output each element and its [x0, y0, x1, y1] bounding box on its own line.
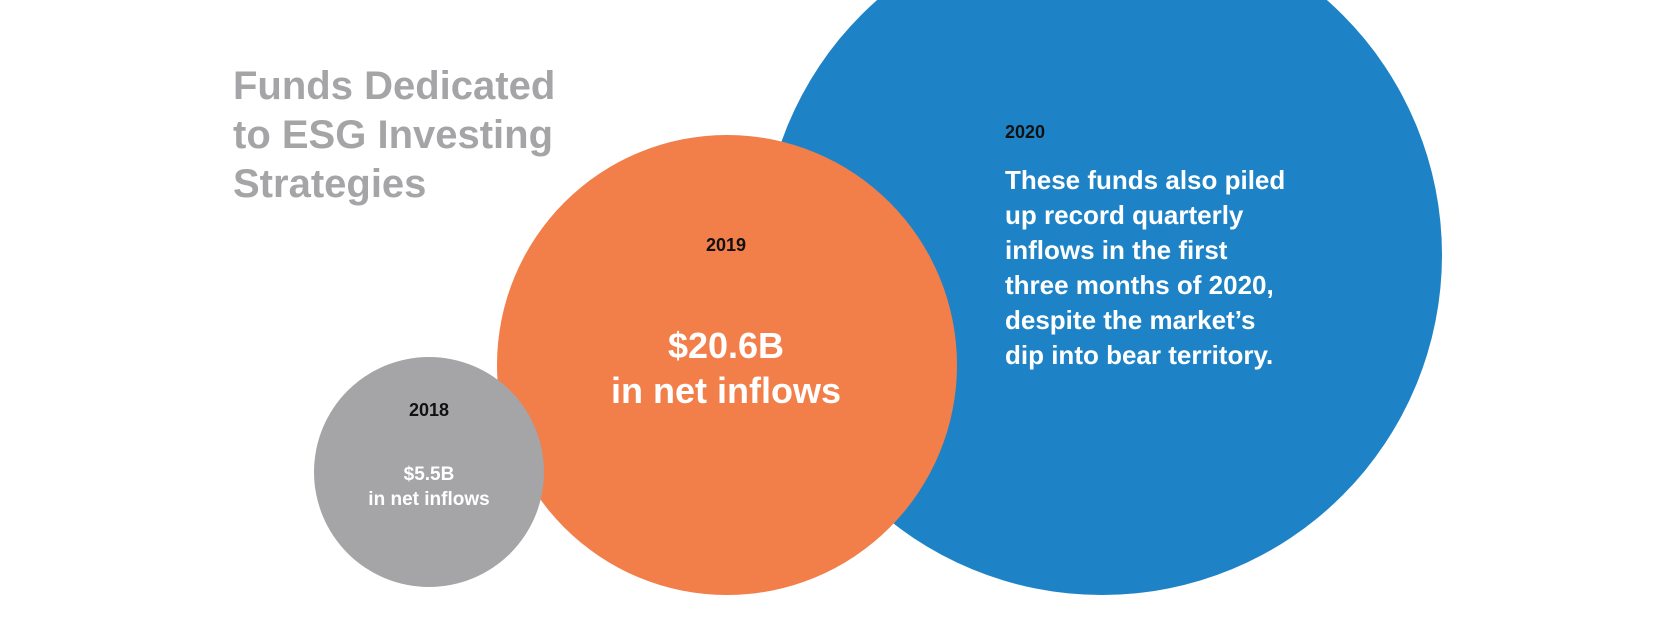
caption-label-2019: in net inflows — [611, 370, 841, 411]
chart-title-line-3: Strategies — [233, 162, 427, 206]
note-2020: These funds also piled up record quarter… — [1005, 163, 1325, 373]
year-label-2020: 2020 — [1005, 122, 1046, 142]
note-line-5: despite the market’s — [1005, 305, 1256, 335]
chart-title-line-2: to ESG Investing — [233, 113, 554, 157]
chart-title-line-1: Funds Dedicated — [233, 64, 556, 108]
amount-label-2019: $20.6B in net inflows — [576, 323, 876, 413]
bubble-2019 — [497, 135, 957, 595]
note-line-4: three months of 2020, — [1005, 270, 1274, 300]
caption-label-2018: in net inflows — [368, 489, 490, 510]
bubble-2018 — [314, 357, 544, 587]
year-label-2019: 2019 — [705, 235, 747, 255]
value-label-2018: $5.5B — [403, 464, 455, 485]
note-line-1: These funds also piled — [1005, 165, 1286, 195]
note-line-3: inflows in the first — [1005, 235, 1228, 265]
chart-title: Funds Dedicated to ESG Investing Strateg… — [233, 62, 593, 209]
year-label-2018: 2018 — [408, 400, 450, 420]
amount-label-2018: $5.5B in net inflows — [329, 462, 529, 512]
note-line-2: up record quarterly — [1005, 200, 1244, 230]
value-label-2019: $20.6B — [667, 325, 785, 366]
note-line-6: dip into bear territory. — [1005, 340, 1274, 370]
